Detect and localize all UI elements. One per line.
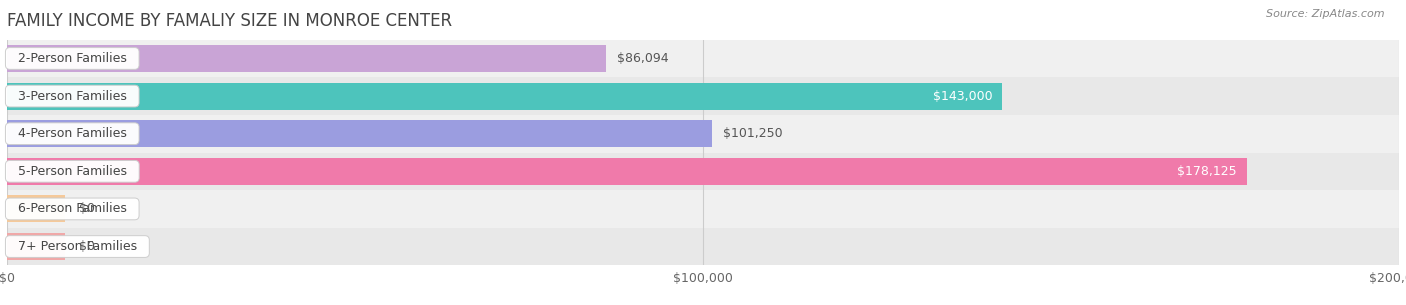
Text: FAMILY INCOME BY FAMALIY SIZE IN MONROE CENTER: FAMILY INCOME BY FAMALIY SIZE IN MONROE …	[7, 12, 453, 30]
Bar	[7, 40, 1399, 77]
Bar	[7, 233, 66, 260]
Text: $0: $0	[79, 203, 96, 215]
Bar	[7, 228, 1399, 265]
Bar	[7, 120, 711, 147]
Bar	[7, 45, 606, 72]
Text: 4-Person Families: 4-Person Families	[10, 127, 135, 140]
Bar	[7, 77, 1399, 115]
Text: 5-Person Families: 5-Person Families	[10, 165, 135, 178]
Bar	[7, 190, 1399, 228]
Text: 3-Person Families: 3-Person Families	[10, 90, 135, 102]
Text: 2-Person Families: 2-Person Families	[10, 52, 135, 65]
Bar	[7, 115, 1399, 152]
Text: $143,000: $143,000	[934, 90, 993, 102]
Text: 7+ Person Families: 7+ Person Families	[10, 240, 145, 253]
Text: Source: ZipAtlas.com: Source: ZipAtlas.com	[1267, 9, 1385, 19]
Bar	[7, 158, 1247, 185]
Bar	[7, 196, 66, 222]
Bar	[7, 83, 1002, 109]
Text: $101,250: $101,250	[723, 127, 783, 140]
Text: $178,125: $178,125	[1177, 165, 1237, 178]
Text: 6-Person Families: 6-Person Families	[10, 203, 135, 215]
Text: $86,094: $86,094	[617, 52, 669, 65]
Text: $0: $0	[79, 240, 96, 253]
Bar	[7, 152, 1399, 190]
